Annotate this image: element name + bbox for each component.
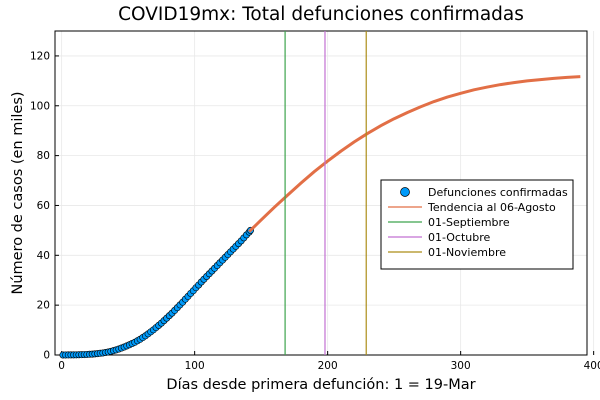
legend-label: 01-Noviembre [428,246,506,259]
plot-frame [54,30,588,356]
legend-label: 01-Octubre [428,231,491,244]
y-tick-label: 80 [37,150,50,162]
y-tick-label: 120 [30,50,50,62]
legend: Defunciones confirmadas Tendencia al 06-A… [380,179,574,270]
y-tick-label: 100 [30,100,50,112]
legend-box [380,179,574,270]
axis-ticks: 0 100 200 300 400 0 20 40 60 80 100 120 [30,50,600,372]
legend-label: Defunciones confirmadas [428,186,568,199]
y-tick-label: 0 [43,350,50,362]
y-tick-label: 60 [37,200,50,212]
y-axis-label: Número de casos (en miles) [10,91,26,294]
y-tick-label: 20 [37,300,50,312]
chart-title: COVID19mx: Total defunciones confirmadas [118,4,524,25]
series [59,31,581,359]
x-tick-label: 0 [58,360,65,372]
y-tick-label: 40 [37,250,50,262]
legend-label: Tendencia al 06-Agosto [427,201,556,214]
line-tendencia-al-06-agosto [248,75,581,233]
x-axis-label: Días desde primera defunción: 1 = 19-Mar [166,377,475,393]
x-tick-label: 200 [318,360,338,372]
x-tick-label: 300 [451,360,471,372]
legend-marker [400,187,410,197]
x-tick-label: 100 [185,360,205,372]
legend-label: 01-Septiembre [428,216,510,229]
x-tick-label: 400 [584,360,600,372]
